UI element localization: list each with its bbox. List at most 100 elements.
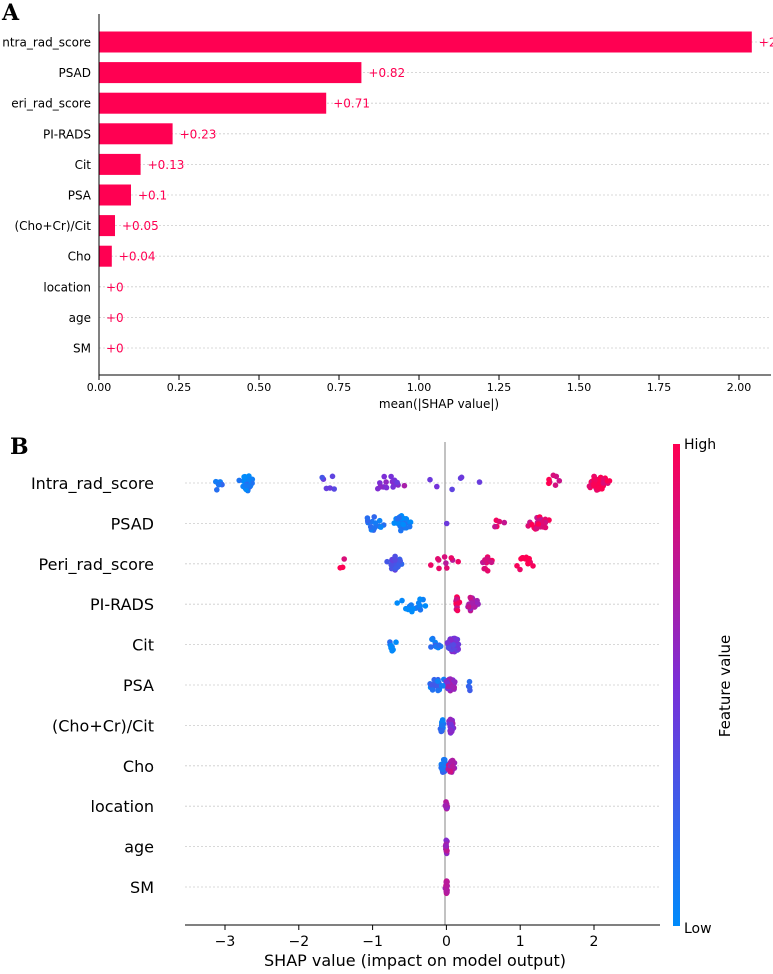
- bar-psad: [99, 62, 362, 84]
- beeswarm-dot-age: [443, 837, 450, 844]
- beeswarm-dot-intra-rad-score: [327, 485, 333, 491]
- beeswarm-dot-psa: [438, 683, 445, 689]
- beeswarm-dot-intra-rad-score: [546, 476, 552, 483]
- beeswarm-dot-peri-rad-score: [484, 555, 491, 562]
- bar-value-cho: +0.04: [119, 250, 156, 264]
- panel-a-label-cit: Cit: [75, 158, 92, 172]
- beeswarm-dot-cho-cr-cit: [439, 722, 445, 729]
- panel-a-xtick-label: 0.00: [87, 381, 112, 394]
- beeswarm-dot-peri-rad-score: [341, 556, 348, 562]
- beeswarm-dot-pi-rads: [405, 606, 412, 613]
- panel-b: B Intra_rad_score PSAD Peri_rad_score PI-RA…: [10, 434, 734, 970]
- panel-b-label-sm: SM: [130, 878, 154, 897]
- beeswarm-dot-psad: [529, 521, 535, 528]
- panel-b-label-pi-rads: PI-RADS: [90, 595, 154, 614]
- beeswarm-dot-pi-rads: [417, 607, 424, 613]
- panel-a-value-labels: +2.04 +0.82 +0.71 +0.23 +0.13 +0.1 +0.05 +0.04 +…: [106, 36, 773, 356]
- panel-a-label-psad: PSAD: [58, 66, 91, 80]
- beeswarm-dot-peri-rad-score: [444, 565, 450, 571]
- beeswarm-dot-cho-cr-cit: [448, 721, 454, 728]
- beeswarm-dot-psad: [371, 524, 378, 531]
- bar-value-pi-rads: +0.23: [180, 127, 217, 141]
- panel-a-label-intra-rad-score: ntra_rad_score: [2, 36, 91, 50]
- bar-value-location: +0: [106, 280, 124, 294]
- beeswarm-dot-peri-rad-score: [392, 565, 399, 572]
- panel-b-x-ticks: −3 −2 −1 0 1 2: [215, 925, 599, 950]
- beeswarm-dot-intra-rad-score: [604, 478, 611, 484]
- beeswarm-dot-pi-rads: [471, 604, 478, 610]
- colorbar-title: Feature value: [716, 635, 734, 737]
- beeswarm-dot-peri-rad-score: [448, 555, 455, 561]
- beeswarm-dot-psa: [452, 679, 458, 685]
- beeswarm-dot-psa: [465, 683, 472, 690]
- beeswarm-dot-cho-cr-cit: [448, 727, 454, 733]
- bar-value-intra-rad-score: +2.04: [759, 36, 773, 50]
- beeswarm-dot-psad: [398, 527, 404, 534]
- beeswarm-dot-intra-rad-score: [319, 474, 326, 481]
- beeswarm-dot-cit: [429, 636, 435, 643]
- panel-a-label-cho: Cho: [68, 250, 91, 264]
- beeswarm-dot-cho: [441, 757, 448, 763]
- panel-a-label-cho-cr-cit: (Cho+Cr)/Cit: [14, 219, 91, 233]
- bar-value-peri-rad-score: +0.71: [333, 97, 370, 111]
- beeswarm-dot-intra-rad-score: [388, 473, 394, 480]
- beeswarm-dot-pi-rads: [415, 600, 422, 606]
- beeswarm-dot-peri-rad-score: [392, 557, 399, 563]
- beeswarm-dot-peri-rad-score: [443, 560, 449, 566]
- beeswarm-dot-psad: [371, 514, 378, 520]
- panel-a-xtick-label: 1.50: [567, 381, 592, 394]
- panel-a-xtick-label: 1.25: [487, 381, 512, 394]
- beeswarm-dot-psad: [533, 525, 540, 532]
- beeswarm-dot-psad: [496, 518, 503, 525]
- panel-a-x-axis-label: mean(|SHAP value|): [379, 397, 499, 411]
- panel-a-label-pi-rads: PI-RADS: [43, 127, 91, 141]
- beeswarm-dot-cho: [447, 768, 454, 775]
- panel-a-label-sm: SM: [73, 342, 91, 356]
- beeswarm-dot-psad: [372, 520, 379, 526]
- beeswarm-dot-psa: [435, 678, 441, 684]
- bar-psa: [99, 184, 131, 206]
- beeswarm-dot-peri-rad-score: [514, 563, 520, 569]
- beeswarm-dot-cit: [428, 644, 434, 650]
- panel-a-label-age: age: [69, 311, 91, 325]
- beeswarm-dot-psad: [542, 524, 549, 531]
- beeswarm-dot-peri-rad-score: [518, 556, 524, 562]
- beeswarm-dot-location: [442, 802, 449, 809]
- panel-a-xtick-label: 1.75: [647, 381, 672, 394]
- beeswarm-dot-pi-rads: [394, 600, 401, 606]
- beeswarm-dot-psad: [406, 523, 413, 530]
- beeswarm-dot-psa: [429, 687, 436, 693]
- panel-b-xtick-label: 0: [442, 934, 451, 950]
- beeswarm-dot-psa: [466, 678, 473, 685]
- beeswarm-dot-pi-rads: [455, 600, 462, 606]
- bar-value-sm: +0: [106, 342, 124, 356]
- bar-cho: [99, 245, 112, 267]
- bar-value-cit: +0.13: [148, 158, 185, 172]
- panel-b-label-psa: PSA: [123, 676, 154, 695]
- beeswarm-dot-peri-rad-score: [428, 562, 434, 568]
- beeswarm-dot-intra-rad-score: [458, 474, 465, 481]
- beeswarm-dot-cit: [389, 648, 395, 654]
- panel-a: A +2.04 +0.82 +0.71 +0.23 +0.13 +0.1 +0.05 +0.0…: [1, 0, 773, 411]
- beeswarm-dot-peri-rad-score: [488, 559, 495, 566]
- beeswarm-dot-psa: [435, 687, 441, 694]
- beeswarm-dot-cho: [449, 757, 456, 764]
- beeswarm-dot-pi-rads: [454, 607, 461, 614]
- panel-b-label-intra-rad-score: Intra_rad_score: [31, 474, 154, 494]
- beeswarm-dot-intra-rad-score: [375, 485, 381, 492]
- panel-a-xtick-label: 1.00: [407, 381, 432, 394]
- panel-b-xtick-label: −1: [362, 934, 383, 950]
- panel-b-feature-labels: Intra_rad_score PSAD Peri_rad_score PI-RADS…: [31, 474, 154, 897]
- colorbar-high-label: High: [684, 437, 716, 453]
- beeswarm-dot-age: [443, 843, 449, 849]
- beeswarm-dot-cho: [449, 763, 456, 769]
- beeswarm-dot-psad: [396, 514, 402, 521]
- beeswarm-dot-intra-rad-score: [434, 483, 440, 490]
- beeswarm-dot-peri-rad-score: [525, 560, 531, 567]
- panel-b-xtick-label: 2: [590, 934, 599, 950]
- beeswarm-dot-intra-rad-score: [550, 472, 557, 479]
- bar-cho-cr-cit: [99, 215, 115, 237]
- beeswarm-dot-sm: [444, 887, 450, 893]
- beeswarm-dot-peri-rad-score: [441, 554, 448, 560]
- beeswarm-dot-intra-rad-score: [586, 483, 593, 490]
